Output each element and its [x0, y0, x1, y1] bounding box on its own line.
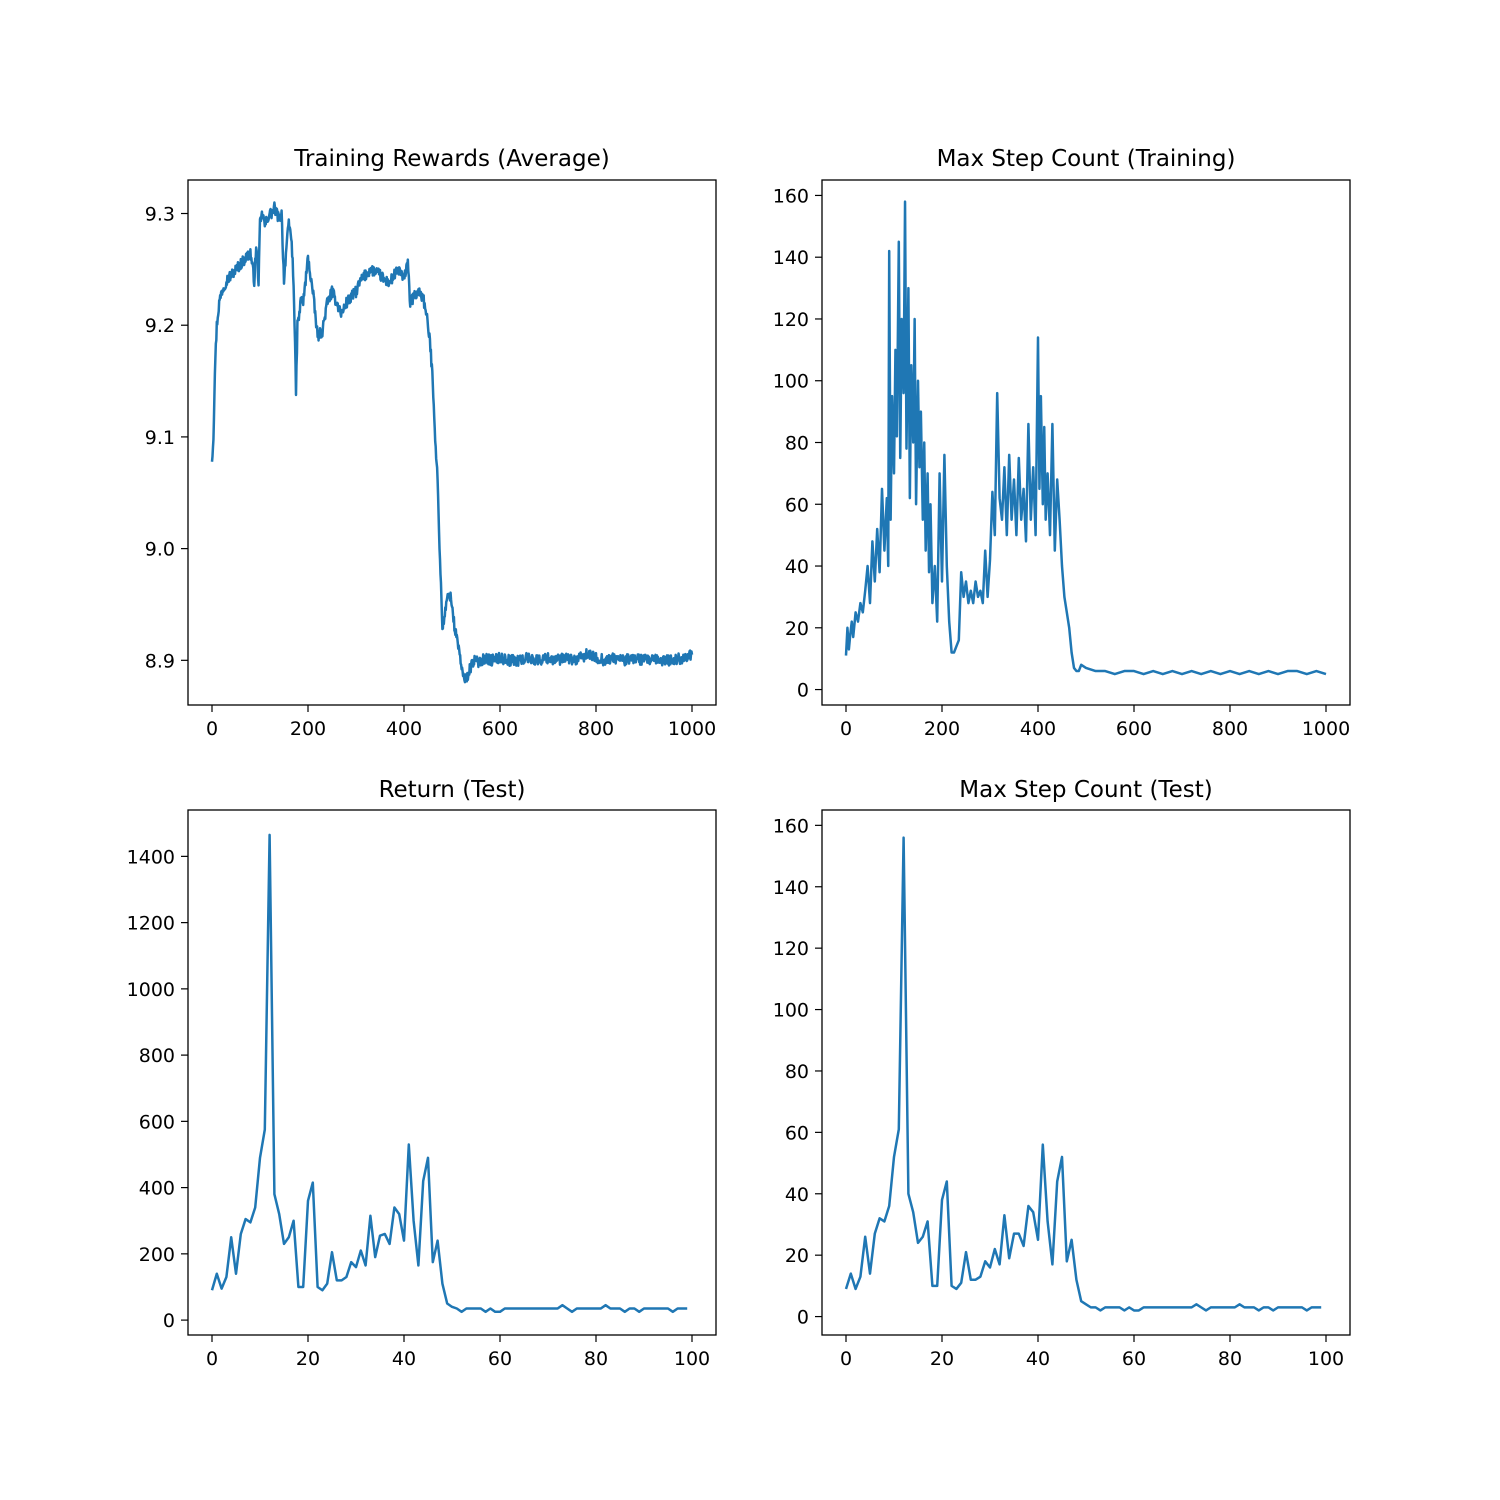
y-tick-label: 20 [785, 1245, 809, 1267]
x-tick-label: 800 [1212, 718, 1248, 740]
series-line [844, 200, 1327, 676]
y-tick-label: 160 [773, 185, 809, 207]
x-tick-label: 80 [1218, 1348, 1242, 1370]
x-tick-label: 1000 [1302, 718, 1350, 740]
y-tick-label: 1400 [127, 846, 175, 868]
x-tick-label: 20 [296, 1348, 320, 1370]
series-line [844, 836, 1322, 1312]
y-tick-label: 60 [785, 1122, 809, 1144]
x-tick-label: 0 [840, 718, 852, 740]
axes-frame [821, 809, 1351, 1336]
x-tick-label: 80 [584, 1348, 608, 1370]
chart-title: Training Rewards (Average) [293, 146, 609, 172]
y-tick-label: 100 [773, 371, 809, 393]
y-tick-label: 20 [785, 618, 809, 640]
x-tick-label: 40 [392, 1348, 416, 1370]
y-tick-label: 60 [785, 494, 809, 516]
x-tick-label: 100 [1308, 1348, 1344, 1370]
y-tick-label: 80 [785, 1061, 809, 1083]
x-tick-label: 100 [674, 1348, 710, 1370]
max-step-count-training-chart: Max Step Count (Training) 0 200 400 600 800 1… [773, 146, 1351, 740]
series-line [210, 833, 688, 1314]
y-tick-label: 0 [797, 680, 809, 702]
x-tick-label: 0 [206, 1348, 218, 1370]
series-line [210, 201, 694, 684]
y-tick-label: 40 [785, 1184, 809, 1206]
y-tick-label: 9.1 [145, 427, 175, 449]
x-tick-label: 400 [386, 718, 422, 740]
y-tick-label: 80 [785, 433, 809, 455]
x-tick-label: 40 [1026, 1348, 1050, 1370]
x-tick-label: 60 [1122, 1348, 1146, 1370]
return-test-chart: Return (Test) 0 20 40 60 80 10002004006008001… [127, 777, 717, 1370]
x-tick-label: 800 [578, 718, 614, 740]
chart-title: Max Step Count (Test) [959, 777, 1212, 803]
y-tick-label: 120 [773, 938, 809, 960]
x-tick-label: 200 [290, 718, 326, 740]
y-tick-label: 9.0 [145, 539, 175, 561]
y-tick-label: 120 [773, 309, 809, 331]
y-tick-label: 40 [785, 556, 809, 578]
y-tick-label: 160 [773, 815, 809, 837]
y-tick-label: 400 [139, 1178, 175, 1200]
training-rewards-chart: Training Rewards (Average) 0 200 400 600 800… [145, 146, 717, 740]
chart-title: Return (Test) [379, 777, 526, 803]
y-tick-label: 140 [773, 877, 809, 899]
x-tick-label: 60 [488, 1348, 512, 1370]
axes-frame [187, 809, 717, 1336]
x-tick-label: 0 [206, 718, 218, 740]
x-tick-label: 1000 [668, 718, 716, 740]
y-tick-label: 100 [773, 1000, 809, 1022]
y-tick-label: 0 [797, 1307, 809, 1329]
y-tick-label: 200 [139, 1244, 175, 1266]
x-tick-label: 600 [482, 718, 518, 740]
y-tick-label: 1000 [127, 979, 175, 1001]
y-tick-label: 9.3 [145, 204, 175, 226]
x-tick-label: 20 [930, 1348, 954, 1370]
y-tick-label: 0 [163, 1310, 175, 1332]
y-tick-label: 8.9 [145, 650, 175, 672]
x-tick-label: 0 [840, 1348, 852, 1370]
max-step-count-test-chart: Max Step Count (Test) 0 20 40 60 80 100 0 20 40 6… [773, 777, 1351, 1370]
y-tick-label: 9.2 [145, 315, 175, 337]
y-tick-label: 600 [139, 1111, 175, 1133]
x-tick-label: 400 [1020, 718, 1056, 740]
axes-frame [187, 179, 717, 706]
x-tick-label: 600 [1116, 718, 1152, 740]
x-tick-label: 200 [924, 718, 960, 740]
y-tick-label: 800 [139, 1045, 175, 1067]
y-tick-label: 140 [773, 247, 809, 269]
y-tick-label: 1200 [127, 913, 175, 935]
chart-title: Max Step Count (Training) [937, 146, 1236, 172]
